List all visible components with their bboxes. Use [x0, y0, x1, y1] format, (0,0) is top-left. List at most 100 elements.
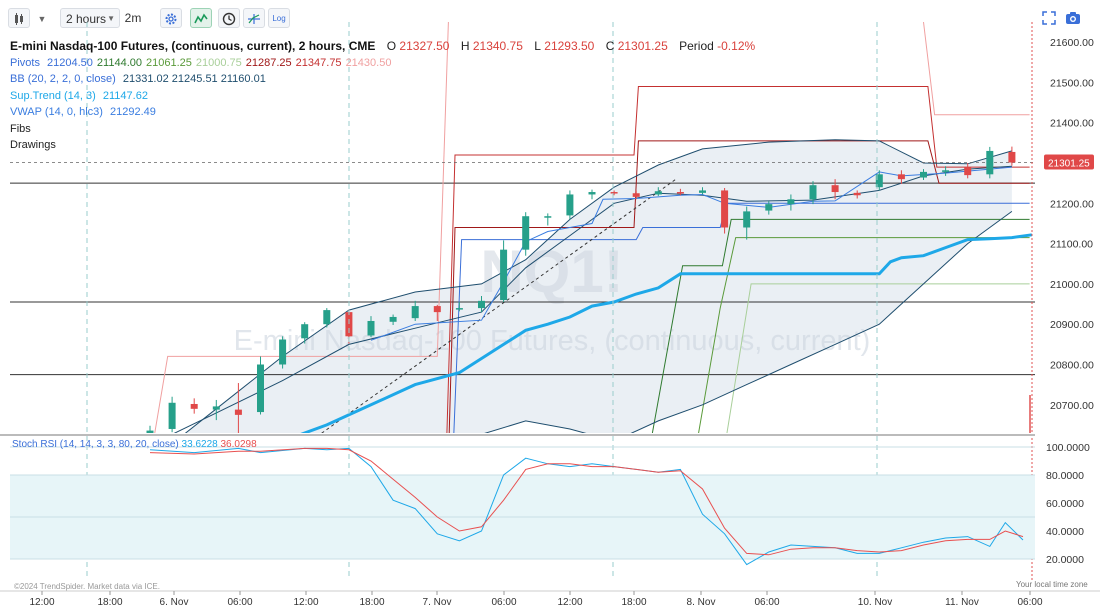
- close-label: C: [605, 39, 615, 53]
- y-axis-tick-label: 21000.00: [1050, 279, 1094, 291]
- candle-body: [323, 310, 331, 325]
- candle-body: [809, 185, 817, 200]
- pivots-legend[interactable]: Pivots 21204.50 21144.00 21061.25 21000.75 2…: [10, 55, 755, 72]
- y-axis-tick-label: 21600.00: [1050, 37, 1094, 49]
- auto-trading-button[interactable]: [190, 8, 212, 28]
- candle-body: [301, 324, 309, 339]
- interval-minutes-button[interactable]: 2m: [122, 8, 144, 28]
- pivot-line-r2: [446, 86, 1030, 433]
- period-value: -0.12%: [717, 39, 756, 53]
- candle-body: [500, 249, 508, 301]
- candle-body: [433, 306, 441, 313]
- watermark-name: E-mini Nasdaq-100 Futures, (continuous, …: [234, 325, 871, 357]
- x-axis-tick-label: 7. Nov: [423, 597, 452, 608]
- x-axis-tick-label: 12:00: [293, 597, 318, 608]
- bar-type-dropdown[interactable]: ▼: [32, 8, 52, 28]
- candle-body: [522, 216, 530, 250]
- candle-body: [168, 402, 176, 429]
- candle-body: [676, 192, 684, 194]
- x-axis-tick-label: 6. Nov: [160, 597, 189, 608]
- open-value: 21327.50: [399, 39, 450, 53]
- y-axis-tick-label: 21100.00: [1050, 239, 1093, 251]
- clock-button[interactable]: [218, 8, 240, 28]
- candle-body: [964, 167, 972, 176]
- log-label: Log: [272, 14, 286, 23]
- data-credit: ©2024 TrendSpider. Market data via ICE.: [14, 582, 160, 591]
- period-label: Period: [679, 39, 714, 53]
- candle-body: [411, 306, 419, 319]
- interval-minutes-label: 2m: [124, 11, 142, 25]
- candle-body: [478, 300, 485, 309]
- bb-legend[interactable]: BB (20, 2, 2, 0, close) 21331.02 21245.5…: [10, 71, 755, 88]
- candle-body: [234, 409, 242, 415]
- bollinger-band-fill: [185, 139, 1012, 433]
- interval-select[interactable]: 2 hours ▼: [60, 8, 120, 28]
- candle-body: [367, 320, 375, 336]
- x-axis-tick-label: 18:00: [359, 597, 384, 608]
- instrument-title: E-mini Nasdaq-100 Futures, (continuous, …: [10, 39, 376, 53]
- stoch-y-tick-label: 100.0000: [1046, 442, 1090, 454]
- candle-body: [566, 194, 574, 216]
- candle-body: [853, 192, 861, 196]
- candle-body: [389, 316, 397, 322]
- candle-body: [654, 191, 662, 195]
- pivot-value: 21061.25: [146, 56, 192, 69]
- stoch-y-tick-label: 80.0000: [1046, 470, 1084, 482]
- x-axis-tick-label: 06:00: [227, 597, 252, 608]
- vwap-legend[interactable]: VWAP (14, 0, hlc3) 21292.49: [10, 104, 755, 121]
- candle-body: [875, 174, 883, 188]
- screenshot-button[interactable]: [1064, 8, 1082, 28]
- header-row: E-mini Nasdaq-100 Futures, (continuous, …: [10, 38, 755, 55]
- pivots-name: Pivots: [10, 56, 40, 69]
- pivot-value: 21000.75: [195, 56, 242, 69]
- pivot-value: 21144.00: [96, 56, 142, 69]
- candle-body: [146, 430, 154, 433]
- crosshair-button[interactable]: [243, 8, 265, 28]
- low-value: 21293.50: [544, 39, 595, 53]
- candle-body: [632, 193, 640, 197]
- supertrend-legend[interactable]: Sup.Trend (14, 3) 21147.62: [10, 88, 755, 105]
- fullscreen-button[interactable]: [1040, 8, 1058, 28]
- candle-body: [544, 216, 552, 218]
- candle-body: [345, 312, 353, 337]
- candle-body: [190, 403, 198, 409]
- stoch-y-tick-label: 20.0000: [1046, 554, 1084, 566]
- x-axis-tick-label: 8. Nov: [687, 597, 716, 608]
- candle-body: [455, 308, 463, 310]
- candle-body: [743, 211, 751, 228]
- chevron-down-icon: ▼: [37, 14, 47, 24]
- pivot-line-r3: [923, 21, 1030, 116]
- stoch-y-tick-label: 40.0000: [1046, 526, 1084, 538]
- pivot-line-s2: [651, 218, 1030, 433]
- interval-label: 2 hours: [66, 12, 107, 26]
- timezone-label[interactable]: Your local time zone: [1016, 580, 1088, 589]
- settings-button[interactable]: [160, 8, 182, 28]
- stoch-series-line-d: [149, 447, 1024, 556]
- bar-type-button[interactable]: [8, 8, 30, 28]
- candle-body: [920, 171, 927, 178]
- candle-body: [610, 192, 618, 194]
- stoch-legend[interactable]: Stoch RSI (14, 14, 3, 3, 80, 20, close) …: [12, 439, 257, 450]
- crosshair-icon: [248, 14, 260, 24]
- candle-body: [787, 199, 795, 205]
- y-axis-tick-label: 21400.00: [1050, 118, 1094, 130]
- gear-icon: [165, 13, 177, 25]
- fullscreen-icon: [1042, 11, 1056, 25]
- fibs-legend[interactable]: Fibs: [10, 122, 31, 135]
- candle-body: [279, 339, 287, 365]
- pivot-line-r1: [448, 140, 1030, 433]
- supertrend-line: [300, 233, 1033, 433]
- x-axis-tick-label: 18:00: [97, 597, 122, 608]
- y-axis-tick-label: 20700.00: [1050, 400, 1094, 412]
- stoch-k-value: 33.6228: [181, 439, 218, 450]
- x-axis-tick-label: 06:00: [754, 597, 779, 608]
- pivot-value: 21347.75: [295, 56, 342, 69]
- log-scale-button[interactable]: Log: [268, 8, 290, 28]
- pivot-value: 21287.25: [245, 56, 292, 69]
- candle-body: [831, 185, 839, 193]
- low-label: L: [534, 39, 541, 53]
- stoch-d-value: 36.0298: [220, 439, 257, 450]
- drawings-legend[interactable]: Drawings: [10, 139, 56, 151]
- candle-body: [986, 150, 994, 175]
